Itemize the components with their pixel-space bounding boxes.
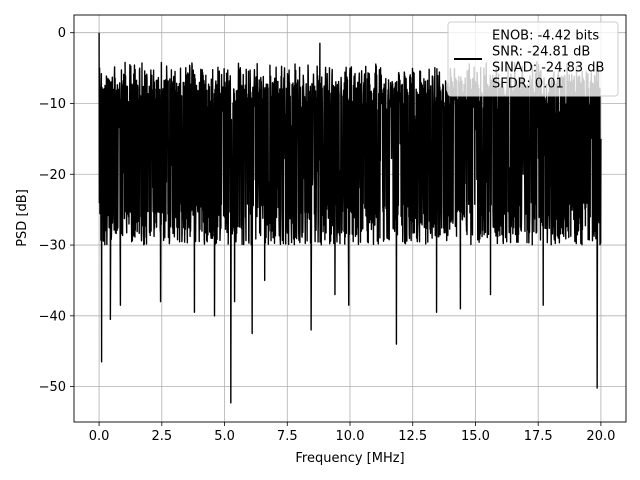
x-axis-ticks: 0.0 2.5 5.0 7.5 10.0 12.5 15.0 17.5 20.0 <box>89 422 615 444</box>
x-tick-label: 20.0 <box>586 429 615 444</box>
legend-entry-series: ENOB: -4.42 bits SNR: -24.81 dB SINAD: -24… <box>492 29 604 92</box>
x-tick-label: 10.0 <box>336 429 365 444</box>
x-tick-label: 5.0 <box>214 429 235 444</box>
y-tick-label: 0 <box>58 26 66 41</box>
y-tick-label: −50 <box>39 380 66 395</box>
y-tick-label: −30 <box>39 239 66 254</box>
y-axis-label: PSD [dB] <box>15 189 30 247</box>
legend: ENOB: -4.42 bits SNR: -24.81 dB SINAD: -24… <box>447 21 619 97</box>
psd-series-line <box>98 32 602 404</box>
x-tick-label: 7.5 <box>277 429 298 444</box>
x-tick-label: 12.5 <box>398 429 427 444</box>
series-layer <box>98 32 602 404</box>
x-tick-label: 15.0 <box>461 429 490 444</box>
y-axis-ticks: 0 −10 −20 −30 −40 −50 <box>39 26 74 395</box>
x-axis-label: Frequency [MHz] <box>295 451 404 466</box>
x-tick-label: 17.5 <box>524 429 553 444</box>
y-tick-label: −40 <box>39 309 66 324</box>
y-tick-label: −20 <box>39 168 66 183</box>
x-tick-label: 2.5 <box>151 429 172 444</box>
legend-box <box>447 21 619 97</box>
y-tick-label: −10 <box>39 97 66 112</box>
x-tick-label: 0.0 <box>89 429 110 444</box>
